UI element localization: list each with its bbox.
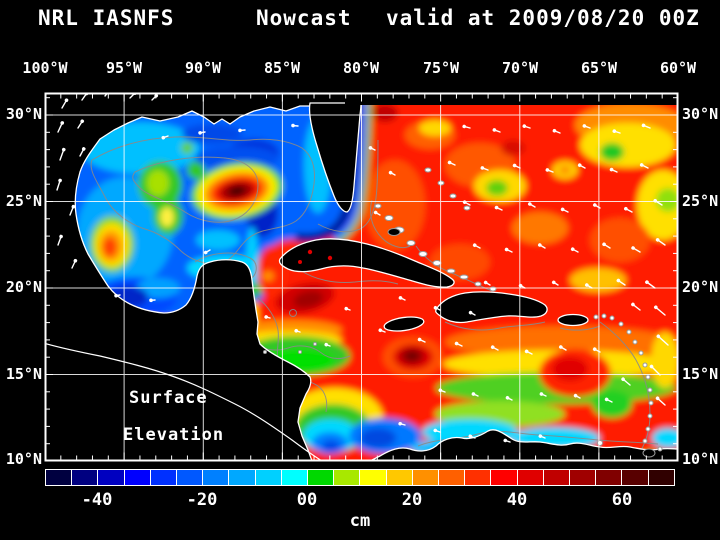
graticule (46, 94, 677, 460)
lon-tick-label: 65°W (580, 59, 618, 77)
lon-tick-label: 95°W (105, 59, 143, 77)
colorbar-tick-label: 20 (401, 490, 423, 510)
lon-tick-label: 90°W (184, 59, 222, 77)
lat-tick-label: 10°N (5, 450, 42, 468)
lat-tick-label: 25°N (682, 192, 719, 210)
field-label-line1: Surface (129, 388, 208, 408)
lat-tick-label: 10°N (682, 450, 719, 468)
land-mask (46, 94, 677, 460)
land-north-central-america (46, 94, 353, 460)
colorbar-tick-label: 00 (296, 490, 318, 510)
lat-tick-label: 25°N (5, 192, 42, 210)
lat-tick-label: 15°N (682, 365, 719, 383)
lon-tick-label: 70°W (501, 59, 539, 77)
lat-tick-label: 15°N (5, 365, 42, 383)
lon-tick-label: 75°W (422, 59, 460, 77)
lat-tick-label: 20°N (5, 278, 42, 296)
colorbar-tick-label: -40 (81, 490, 113, 510)
title-mode: Nowcast (256, 6, 352, 30)
lat-tick-label: 30°N (5, 105, 42, 123)
land-puerto-rico (557, 313, 589, 327)
land-south-america (370, 429, 677, 460)
lon-tick-label: 100°W (22, 59, 68, 77)
lon-tick-label: 80°W (342, 59, 380, 77)
bahamas-islands (374, 167, 497, 292)
colorbar-tick-label: 60 (611, 490, 633, 510)
title-model: NRL IASNFS (38, 6, 175, 30)
pacific-coastline (46, 343, 322, 460)
colorbar-tick-label: 40 (506, 490, 528, 510)
colorbar-unit: cm (349, 511, 371, 531)
colorbar-tick-label: -20 (186, 490, 218, 510)
axis-ticks (44, 94, 679, 460)
map-frame (44, 92, 679, 462)
lon-tick-label: 60°W (659, 59, 697, 77)
land-cuba (278, 238, 455, 288)
land-hispaniola (435, 291, 548, 324)
cuba-lowland-specks (298, 249, 333, 264)
title-valid-time: valid at 2009/08/20 00Z (386, 6, 700, 30)
colorbar (45, 469, 675, 486)
lat-tick-label: 20°N (682, 278, 719, 296)
field-label-line2: Elevation (123, 425, 225, 445)
land-jamaica (383, 316, 425, 332)
lon-tick-label: 85°W (263, 59, 301, 77)
current-vectors (56, 94, 669, 443)
domain-boundary-band (345, 94, 677, 105)
lat-tick-label: 30°N (682, 105, 719, 123)
